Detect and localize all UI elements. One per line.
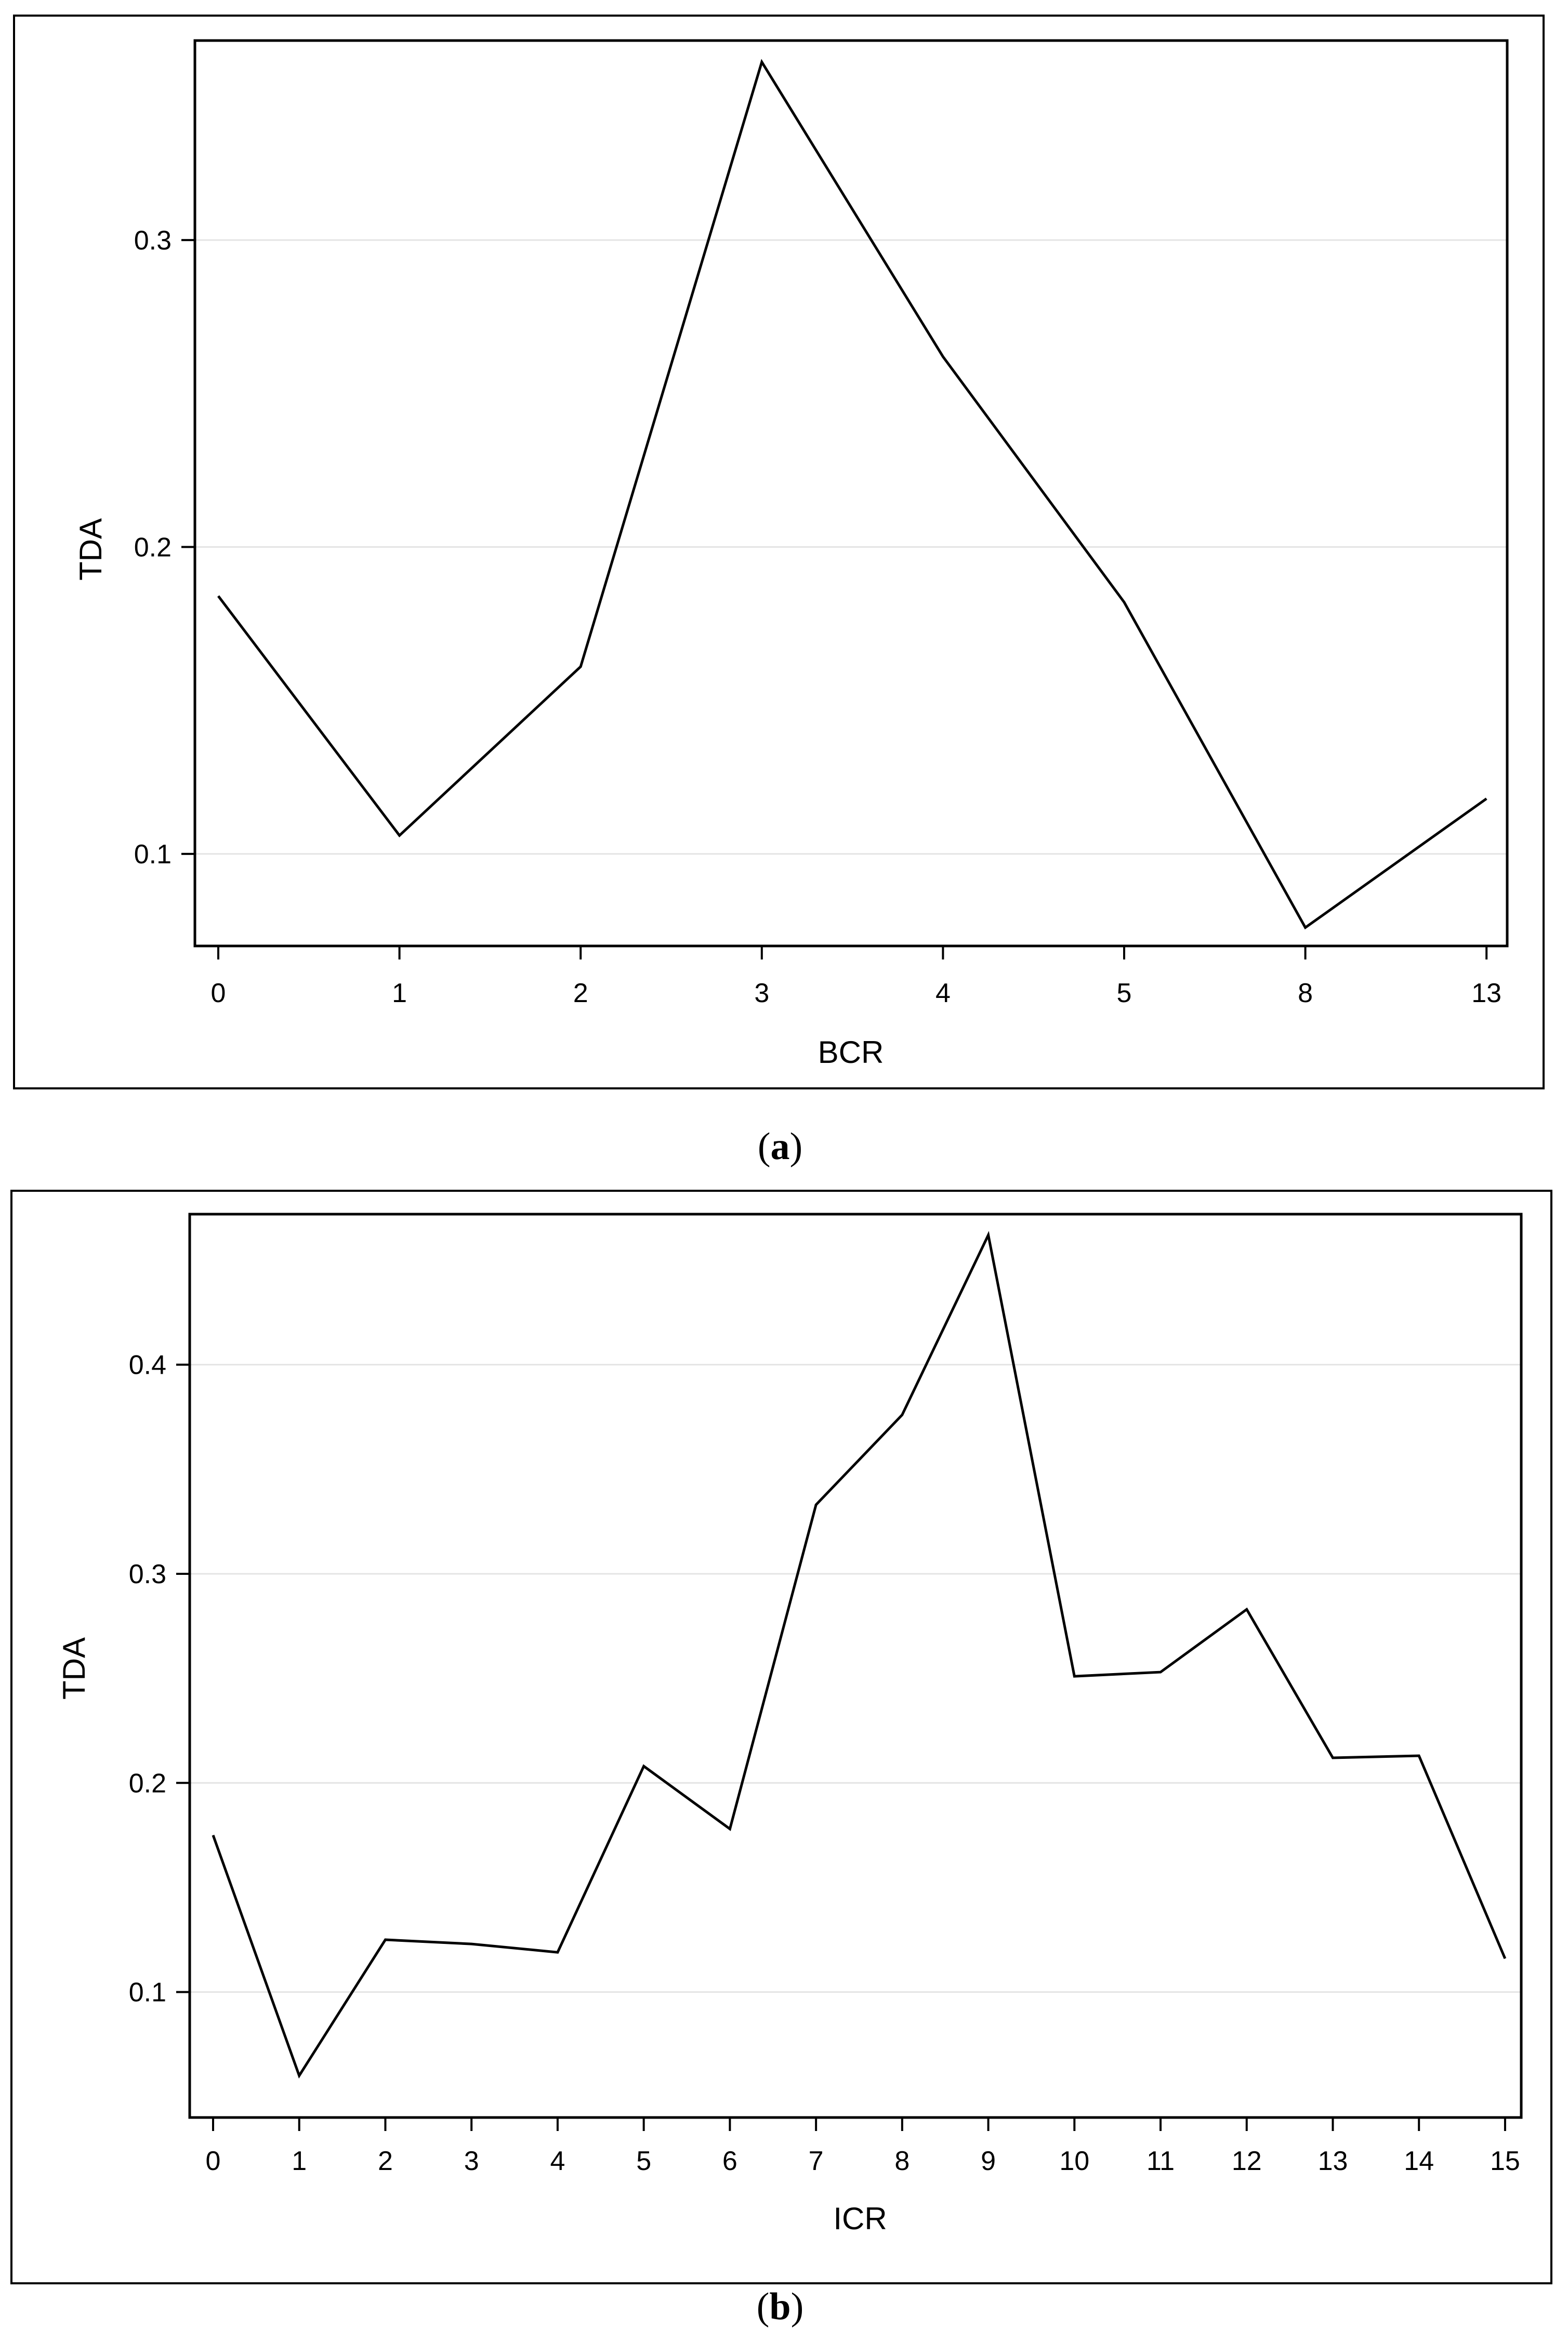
chart-b-y-tick-label: 0.4 <box>129 1350 166 1380</box>
chart-b-y-tick-label: 0.2 <box>129 1768 166 1798</box>
chart-b-x-tick-label: 8 <box>894 2146 910 2176</box>
chart-b-x-tick-label: 3 <box>464 2146 479 2176</box>
chart-b-outer-frame <box>10 1190 1552 2284</box>
chart-b-x-tick-label: 5 <box>636 2146 651 2176</box>
chart-b-caption: (b) <box>757 2285 803 2328</box>
chart-a-gridlines <box>195 239 1507 855</box>
chart-a-series-line <box>217 59 1487 930</box>
chart-b-x-tick-label: 15 <box>1490 2146 1520 2176</box>
chart-b-x-tick-label: 13 <box>1318 2146 1348 2176</box>
chart-a-y-tick-label: 0.3 <box>134 226 172 256</box>
chart-b-x-tick-label: 7 <box>809 2146 824 2176</box>
chart-b-y-ticks: 0.1 0.2 0.3 0.4 <box>129 1350 190 2008</box>
chart-a-plot-area <box>193 39 1509 948</box>
chart-a-x-tick-label: 8 <box>1298 978 1313 1008</box>
chart-b-x-tick-label: 10 <box>1059 2146 1089 2176</box>
chart-b-x-tick-label: 1 <box>292 2146 307 2176</box>
chart-b-x-axis-label: ICR <box>833 2201 887 2236</box>
chart-a-x-ticks: 0 1 2 3 4 5 8 13 <box>211 946 1501 1008</box>
chart-a: 0.1 0.2 0.3 0 1 2 3 4 5 8 13 BCR TDA (a) <box>13 15 1545 1168</box>
chart-a-y-axis-label: TDA <box>73 518 108 581</box>
chart-b-x-ticks: 0 1 2 3 4 5 6 7 8 9 10 11 12 13 14 15 <box>206 2117 1520 2176</box>
chart-a-x-tick-label: 2 <box>573 978 588 1008</box>
chart-b-plot-area <box>188 1213 1523 2119</box>
chart-b-y-axis-label: TDA <box>57 1637 91 1700</box>
chart-a-x-tick-label: 1 <box>392 978 407 1008</box>
chart-a-x-tick-label: 3 <box>754 978 769 1008</box>
chart-b-gridlines <box>190 1364 1521 1993</box>
chart-b-x-tick-label: 6 <box>722 2146 737 2176</box>
chart-a-x-tick-label: 4 <box>935 978 951 1008</box>
chart-b-x-tick-label: 11 <box>1147 2146 1175 2176</box>
chart-b-x-tick-label: 2 <box>378 2146 393 2176</box>
chart-b-x-tick-label: 14 <box>1404 2146 1434 2176</box>
chart-a-outer-frame <box>13 15 1545 1089</box>
chart-b-y-tick-label: 0.3 <box>129 1559 166 1589</box>
chart-b-x-tick-label: 0 <box>206 2146 221 2176</box>
chart-b-series-line <box>212 1231 1507 2079</box>
chart-b-caption-letter: b <box>769 2285 790 2328</box>
chart-a-x-tick-label: 13 <box>1471 978 1501 1008</box>
chart-b-x-tick-label: 12 <box>1232 2146 1262 2176</box>
chart-a-y-tick-label: 0.1 <box>134 839 172 870</box>
chart-a-y-tick-label: 0.2 <box>134 532 172 562</box>
chart-b-x-tick-label: 4 <box>550 2146 565 2176</box>
chart-a-caption-letter: a <box>771 1125 790 1168</box>
chart-b-y-tick-label: 0.1 <box>129 1978 166 2008</box>
chart-b: 0.10.20.30.4 0 1 2 3 4 5 6 7 8 9 10 11 12 13 14 15 ICR … <box>10 1190 1552 2328</box>
chart-a-x-axis-label: BCR <box>818 1035 884 1070</box>
chart-a-y-ticks: 0.1 0.2 0.3 <box>134 226 195 870</box>
chart-b-x-tick-label: 9 <box>981 2146 996 2176</box>
chart-a-x-tick-label: 5 <box>1117 978 1132 1008</box>
chart-a-caption: (a) <box>758 1125 802 1168</box>
chart-a-x-tick-label: 0 <box>211 978 226 1008</box>
